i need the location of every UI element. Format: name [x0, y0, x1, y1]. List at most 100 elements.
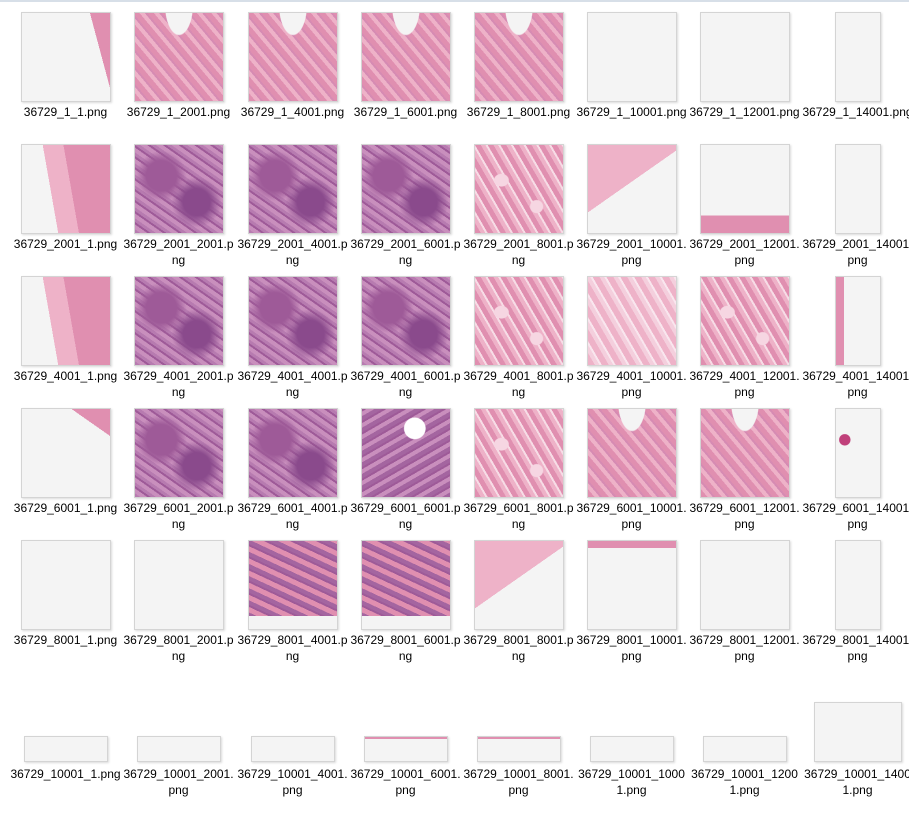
file-thumbnail[interactable] — [587, 276, 677, 366]
file-item[interactable]: 36729_1_10001.png — [575, 0, 688, 132]
file-item[interactable]: 36729_2001_2001.png — [122, 132, 235, 267]
file-item[interactable]: 36729_10001_1.png — [9, 660, 122, 792]
file-item[interactable]: 36729_8001_4001.png — [236, 528, 349, 663]
file-item[interactable]: 36729_4001_10001.png — [575, 264, 688, 399]
file-item[interactable]: 36729_1_8001.png — [462, 0, 575, 132]
file-thumbnail[interactable] — [700, 144, 790, 234]
file-name: 36729_8001_4001.png — [237, 633, 348, 663]
file-thumbnail[interactable] — [700, 12, 790, 102]
file-thumbnail[interactable] — [587, 144, 677, 234]
file-thumbnail[interactable] — [700, 408, 790, 498]
file-thumbnail[interactable] — [700, 540, 790, 630]
file-thumbnail[interactable] — [814, 702, 902, 762]
file-item[interactable]: 36729_10001_12001.png — [688, 660, 801, 797]
file-item[interactable]: 36729_6001_2001.png — [122, 396, 235, 531]
file-item[interactable]: 36729_4001_12001.png — [688, 264, 801, 399]
file-thumbnail[interactable] — [587, 408, 677, 498]
file-thumbnail[interactable] — [251, 736, 335, 762]
file-thumbnail[interactable] — [474, 12, 564, 102]
file-item[interactable]: 36729_8001_12001.png — [688, 528, 801, 663]
file-item[interactable]: 36729_4001_14001.png — [801, 264, 909, 399]
file-thumbnail[interactable] — [134, 540, 224, 630]
file-thumbnail[interactable] — [134, 408, 224, 498]
file-item[interactable]: 36729_2001_1.png — [9, 132, 122, 264]
file-thumbnail[interactable] — [587, 540, 677, 630]
file-item[interactable]: 36729_2001_4001.png — [236, 132, 349, 267]
file-thumbnail[interactable] — [361, 408, 451, 498]
file-item[interactable]: 36729_1_4001.png — [236, 0, 349, 132]
file-thumbnail[interactable] — [24, 736, 108, 762]
file-thumbnail[interactable] — [361, 144, 451, 234]
file-item[interactable]: 36729_10001_8001.png — [462, 660, 575, 797]
file-thumbnail[interactable] — [477, 736, 561, 762]
file-thumbnail[interactable] — [21, 540, 111, 630]
file-item[interactable]: 36729_8001_10001.png — [575, 528, 688, 663]
file-thumbnail[interactable] — [474, 276, 564, 366]
file-item[interactable]: 36729_8001_6001.png — [349, 528, 462, 663]
file-thumbnail[interactable] — [835, 408, 881, 498]
file-thumbnail[interactable] — [21, 276, 111, 366]
file-item[interactable]: 36729_2001_14001.png — [801, 132, 909, 267]
file-item[interactable]: 36729_6001_14001.png — [801, 396, 909, 531]
file-thumbnail[interactable] — [21, 12, 111, 102]
file-thumbnail[interactable] — [248, 408, 338, 498]
file-item[interactable]: 36729_2001_12001.png — [688, 132, 801, 267]
file-item[interactable]: 36729_1_6001.png — [349, 0, 462, 132]
file-item[interactable]: 36729_10001_14001.png — [801, 660, 909, 797]
file-item[interactable]: 36729_2001_10001.png — [575, 132, 688, 267]
file-item[interactable]: 36729_2001_8001.png — [462, 132, 575, 267]
file-item[interactable]: 36729_4001_4001.png — [236, 264, 349, 399]
file-item[interactable]: 36729_4001_1.png — [9, 264, 122, 396]
file-item[interactable]: 36729_8001_8001.png — [462, 528, 575, 663]
file-thumbnail[interactable] — [474, 144, 564, 234]
file-thumbnail[interactable] — [364, 736, 448, 762]
file-thumbnail[interactable] — [474, 408, 564, 498]
file-thumbnail[interactable] — [700, 276, 790, 366]
file-thumbnail[interactable] — [248, 276, 338, 366]
file-name: 36729_6001_4001.png — [237, 501, 348, 531]
file-thumbnail[interactable] — [361, 540, 451, 630]
file-thumbnail[interactable] — [587, 12, 677, 102]
file-thumbnail[interactable] — [248, 12, 338, 102]
file-thumbnail[interactable] — [21, 408, 111, 498]
file-item[interactable]: 36729_2001_6001.png — [349, 132, 462, 267]
file-thumbnail[interactable] — [134, 144, 224, 234]
file-item[interactable]: 36729_6001_12001.png — [688, 396, 801, 531]
file-thumbnail[interactable] — [835, 276, 881, 366]
file-name: 36729_6001_14001.png — [802, 501, 909, 531]
file-thumbnail[interactable] — [21, 144, 111, 234]
file-item[interactable]: 36729_6001_1.png — [9, 396, 122, 528]
file-thumbnail[interactable] — [474, 540, 564, 630]
file-thumbnail[interactable] — [134, 276, 224, 366]
file-item[interactable]: 36729_6001_6001.png — [349, 396, 462, 531]
file-thumbnail[interactable] — [835, 12, 881, 102]
file-item[interactable]: 36729_8001_2001.png — [122, 528, 235, 663]
file-item[interactable]: 36729_8001_14001.png — [801, 528, 909, 663]
file-name: 36729_1_14001.png — [802, 105, 909, 119]
file-item[interactable]: 36729_4001_6001.png — [349, 264, 462, 399]
file-thumbnail[interactable] — [703, 736, 787, 762]
file-item[interactable]: 36729_6001_8001.png — [462, 396, 575, 531]
file-thumbnail[interactable] — [361, 276, 451, 366]
file-item[interactable]: 36729_10001_10001.png — [575, 660, 688, 797]
file-item[interactable]: 36729_8001_1.png — [9, 528, 122, 660]
file-item[interactable]: 36729_10001_6001.png — [349, 660, 462, 797]
file-item[interactable]: 36729_4001_2001.png — [122, 264, 235, 399]
file-thumbnail[interactable] — [835, 540, 881, 630]
file-thumbnail[interactable] — [835, 144, 881, 234]
file-item[interactable]: 36729_10001_4001.png — [236, 660, 349, 797]
file-thumbnail[interactable] — [361, 12, 451, 102]
file-thumbnail[interactable] — [134, 12, 224, 102]
file-thumbnail[interactable] — [248, 540, 338, 630]
file-thumbnail[interactable] — [590, 736, 674, 762]
file-item[interactable]: 36729_1_12001.png — [688, 0, 801, 132]
file-item[interactable]: 36729_4001_8001.png — [462, 264, 575, 399]
file-item[interactable]: 36729_1_2001.png — [122, 0, 235, 132]
file-item[interactable]: 36729_1_14001.png — [801, 0, 909, 132]
file-item[interactable]: 36729_6001_10001.png — [575, 396, 688, 531]
file-item[interactable]: 36729_1_1.png — [9, 0, 122, 132]
file-item[interactable]: 36729_6001_4001.png — [236, 396, 349, 531]
file-item[interactable]: 36729_10001_2001.png — [122, 660, 235, 797]
file-thumbnail[interactable] — [137, 736, 221, 762]
file-thumbnail[interactable] — [248, 144, 338, 234]
